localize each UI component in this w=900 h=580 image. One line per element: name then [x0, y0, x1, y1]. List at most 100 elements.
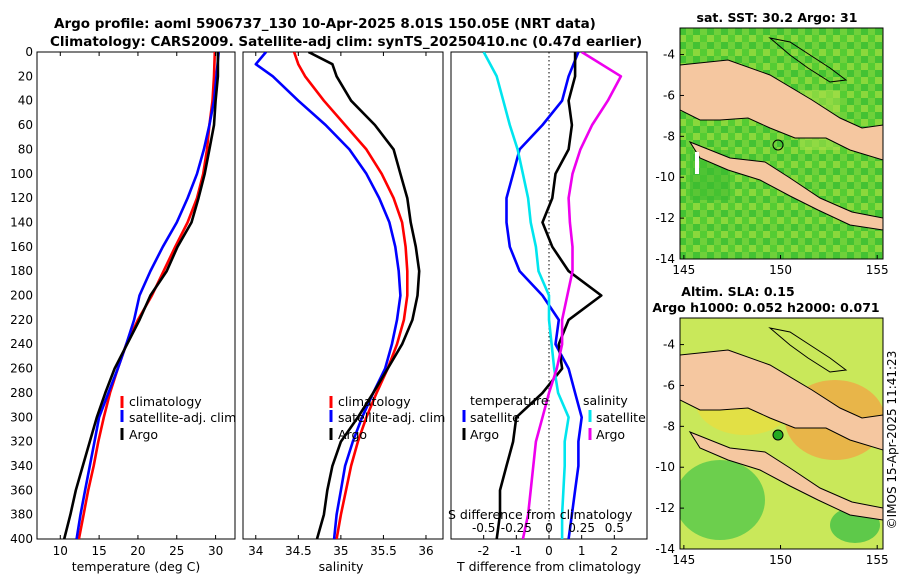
salinity-xlabel: salinity: [319, 559, 364, 574]
difference-series: [482, 52, 623, 539]
map-y-tick-label: -8: [663, 129, 675, 143]
x-tick-label: 36: [418, 544, 433, 558]
depth-tick-label: 340: [10, 459, 33, 473]
salinity-x-ticks: 34 34.5 35 35.5 36: [248, 52, 434, 558]
temperature-axes-box: [36, 51, 236, 540]
difference-s-ticks: -0.5 -0.25 0 0.25 0.5: [472, 521, 624, 535]
difference-legend-temperature: temperature satellite Argo: [462, 393, 549, 442]
x-tick-label: -2: [478, 544, 490, 558]
difference-legend-salinity: salinity satellite Argo: [583, 393, 646, 442]
sla-map-frame: [679, 317, 884, 550]
map-y-tick-label: -8: [663, 419, 675, 433]
s-tick-label: 0: [545, 521, 553, 535]
map-x-tick-label: 150: [769, 263, 792, 277]
series-line-temperature-satellite: [505, 52, 584, 539]
s-tick-label: 0.5: [605, 521, 624, 535]
sla-low-patch: [680, 460, 765, 540]
legend-label-satellite: satellite-adj. clim: [129, 410, 236, 425]
map-x-tick-label: 155: [866, 263, 889, 277]
s-tick-label: -0.5: [472, 521, 495, 535]
sla-map-title-2: Argo h1000: 0.052 h2000: 0.071: [652, 300, 879, 315]
series-line-temperature-argo: [495, 52, 603, 539]
temperature-x-ticks: 10 15 20 25 30: [53, 52, 223, 558]
legend-label-t-satellite: satellite: [470, 410, 520, 425]
difference-x-ticks: -2 -1 0 1 2: [478, 535, 618, 558]
legend-label-climatology: climatology: [338, 394, 411, 409]
coast-new-ireland: [768, 37, 848, 83]
t-difference-xlabel: T difference from climatology: [456, 559, 642, 574]
depth-tick-label: 80: [18, 142, 33, 156]
temperature-legend: climatology satellite-adj. clim Argo: [120, 394, 236, 442]
legend-label-s-argo: Argo: [596, 427, 625, 442]
difference-panel: -2 -1 0 1 2 -0.5 -0.25 0 0.25 0.5 S difference f…: [448, 51, 648, 574]
series-line-satellite-adj-clim: [75, 52, 220, 539]
depth-tick-label: 220: [10, 313, 33, 327]
figure-title-line2: Climatology: CARS2009. Satellite-adj cli…: [50, 34, 642, 50]
x-tick-label: 25: [169, 544, 184, 558]
depth-tick-label: 380: [10, 508, 33, 522]
land-new-guinea: [680, 59, 883, 161]
x-tick-label: 34: [248, 544, 263, 558]
temperature-xlabel: temperature (deg C): [72, 559, 201, 574]
series-line-salinity-argo: [521, 52, 623, 539]
legend-label-satellite: satellite-adj. clim: [338, 410, 445, 425]
legend-label-s-satellite: satellite: [596, 410, 646, 425]
map-x-tick-label: 145: [672, 553, 695, 567]
map-x-tick-label: 150: [769, 553, 792, 567]
sla-map: Altim. SLA: 0.15 Argo h1000: 0.052 h2000…: [652, 284, 888, 567]
map-y-tick-label: -4: [663, 48, 675, 62]
series-line-argo: [307, 52, 421, 539]
depth-tick-label: 20: [18, 69, 33, 83]
x-tick-label: 34.5: [285, 544, 312, 558]
sst-map: sat. SST: 30.2 Argo: 31 145 150 155 -4 -6 -8 -…: [655, 10, 888, 277]
x-tick-label: 1: [578, 544, 586, 558]
sla-map-title-1: Altim. SLA: 0.15: [681, 284, 794, 299]
x-tick-label: 30: [208, 544, 223, 558]
argo-position-marker: [772, 429, 784, 441]
map-y-tick-label: -10: [655, 460, 675, 474]
map-y-tick-label: -12: [655, 211, 675, 225]
sst-map-title: sat. SST: 30.2 Argo: 31: [697, 10, 858, 25]
sst-map-frame: [679, 27, 884, 260]
temperature-panel: 10 15 20 25 30 temperature (deg C) climatolo…: [36, 51, 236, 574]
depth-tick-label: 0: [25, 45, 33, 59]
temperature-series: [62, 52, 220, 539]
legend-label-argo: Argo: [129, 427, 158, 442]
x-tick-label: 2: [611, 544, 619, 558]
sst-missing-data: [695, 152, 699, 174]
map-y-tick-label: -14: [655, 252, 675, 266]
depth-tick-label: 280: [10, 386, 33, 400]
map-y-tick-label: -14: [655, 542, 675, 556]
map-y-tick-label: -10: [655, 170, 675, 184]
x-tick-label: -1: [510, 544, 522, 558]
depth-tick-label: 240: [10, 337, 33, 351]
s-difference-label: S difference from climatology: [448, 507, 633, 522]
legend-label-climatology: climatology: [129, 394, 202, 409]
depth-tick-label: 180: [10, 264, 33, 278]
sla-map-ticks: 145 150 155 -4 -6 -8 -10 -12 -14: [655, 338, 888, 567]
figure-title-line1: Argo profile: aoml 5906737_130 10-Apr-20…: [54, 16, 596, 32]
series-line-climatology: [292, 52, 409, 539]
map-y-tick-label: -12: [655, 501, 675, 515]
series-line-satellite-adj-clim: [254, 52, 402, 539]
depth-tick-label: 160: [10, 240, 33, 254]
s-tick-label: -0.25: [501, 521, 532, 535]
salinity-axes-box: [242, 51, 444, 540]
sst-map-ticks: 145 150 155 -4 -6 -8 -10 -12 -14: [655, 48, 888, 277]
map-x-tick-label: 145: [672, 263, 695, 277]
depth-axis-ticks: 0 20 40 60 80 100 120 140 160 180 200 220 240 260 280 3…: [10, 45, 647, 546]
legend-heading-salinity: salinity: [583, 393, 628, 408]
depth-tick-label: 200: [10, 289, 33, 303]
depth-tick-label: 120: [10, 191, 33, 205]
depth-tick-label: 300: [10, 410, 33, 424]
x-tick-label: 20: [130, 544, 145, 558]
depth-tick-label: 360: [10, 483, 33, 497]
imos-watermark: ©IMOS 15-Apr-2025 11:41:23: [885, 351, 899, 530]
x-tick-label: 35: [333, 544, 348, 558]
legend-heading-temperature: temperature: [470, 393, 549, 408]
land-new-britain: [688, 430, 883, 521]
salinity-legend: climatology satellite-adj. clim Argo: [329, 394, 445, 442]
x-tick-label: 0: [545, 544, 553, 558]
land-new-britain: [688, 140, 883, 231]
depth-tick-label: 320: [10, 435, 33, 449]
